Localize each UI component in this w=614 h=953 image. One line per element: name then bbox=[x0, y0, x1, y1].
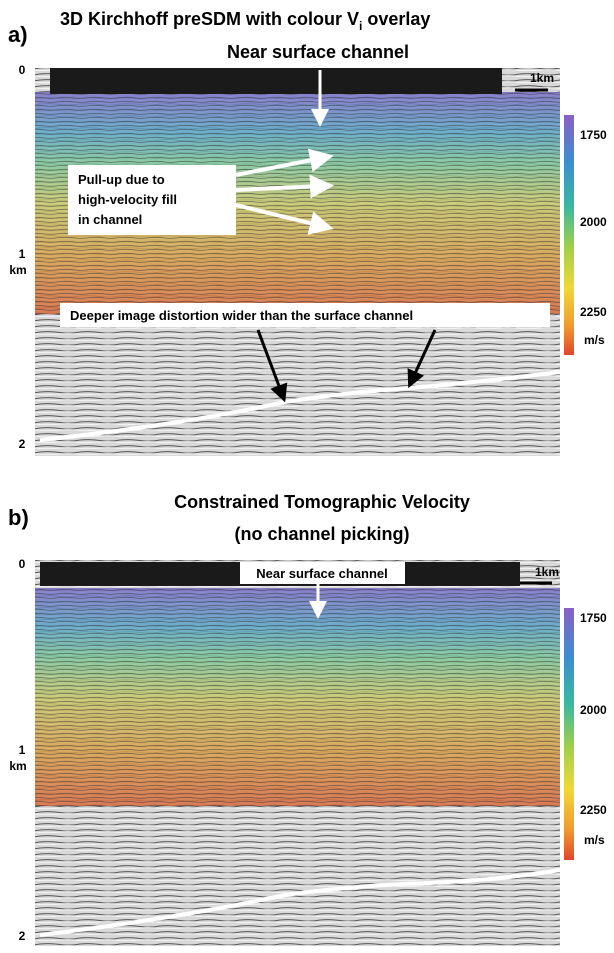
depth-label: 0 bbox=[19, 63, 26, 77]
panel-title: Constrained Tomographic Velocity bbox=[174, 492, 470, 512]
scale-label: 1km bbox=[535, 565, 559, 579]
colorbar-tick: 1750 bbox=[580, 611, 607, 625]
depth-label: 1 bbox=[19, 247, 26, 261]
colorbar bbox=[564, 608, 574, 860]
annotation: in channel bbox=[78, 212, 142, 227]
seismic-reflectors bbox=[35, 588, 560, 806]
arrow bbox=[235, 148, 334, 177]
colorbar bbox=[564, 115, 574, 355]
reflector bbox=[39, 868, 561, 937]
annotation-box bbox=[68, 165, 236, 235]
colorbar-unit: m/s bbox=[584, 333, 605, 347]
annotation: high-velocity fill bbox=[78, 192, 177, 207]
title-subscript: i bbox=[359, 19, 362, 33]
annotation-box bbox=[60, 303, 550, 327]
arrow bbox=[235, 203, 334, 235]
depth-label: 0 bbox=[19, 557, 26, 571]
panel-title: 3D Kirchhoff preSDM with colour Vi overl… bbox=[60, 9, 430, 33]
title-text: 3D Kirchhoff preSDM with colour V bbox=[60, 9, 359, 29]
colorbar-unit: m/s bbox=[584, 833, 605, 847]
annotation: Pull-up due to bbox=[78, 172, 165, 187]
panel-label: b) bbox=[8, 505, 29, 530]
annotation: Deeper image distortion wider than the s… bbox=[70, 308, 413, 323]
arrow bbox=[407, 329, 437, 389]
panel-title: (no channel picking) bbox=[234, 524, 409, 544]
annotation-box bbox=[240, 562, 405, 584]
panel-subtitle: Near surface channel bbox=[256, 566, 388, 581]
depth-unit: km bbox=[9, 759, 26, 773]
arrow bbox=[256, 329, 288, 403]
panel-label: a) bbox=[8, 22, 28, 47]
depth-unit: km bbox=[9, 263, 26, 277]
depth-label: 1 bbox=[19, 743, 26, 757]
title-text: overlay bbox=[362, 9, 430, 29]
mute-zone bbox=[50, 68, 502, 94]
colorbar-tick: 2250 bbox=[580, 803, 607, 817]
scale-label: 1km bbox=[530, 71, 554, 85]
colorbar-tick: 2000 bbox=[580, 703, 607, 717]
depth-label: 2 bbox=[19, 437, 26, 451]
arrow bbox=[235, 174, 334, 199]
colorbar-tick: 1750 bbox=[580, 128, 607, 142]
colorbar-tick: 2250 bbox=[580, 305, 607, 319]
panel-subtitle: Near surface channel bbox=[227, 42, 409, 62]
reflector bbox=[39, 370, 561, 442]
colorbar-tick: 2000 bbox=[580, 215, 607, 229]
depth-label: 2 bbox=[19, 929, 26, 943]
